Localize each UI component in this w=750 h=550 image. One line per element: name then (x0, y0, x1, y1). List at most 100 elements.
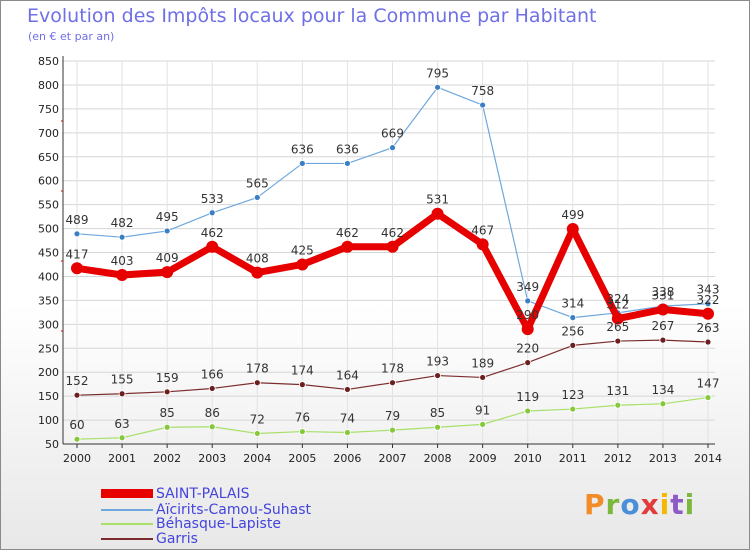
data-point-saint-palais (702, 307, 714, 320)
y-tick-label: 50 (45, 438, 59, 451)
series-group (71, 83, 714, 443)
data-point-saint-palais (566, 223, 579, 236)
data-label-saint-palais: 312 (606, 298, 629, 312)
legend-swatch-behasque-lapiste (101, 523, 153, 525)
data-label-saint-palais: 409 (156, 251, 179, 265)
data-label-garris: 152 (66, 374, 89, 388)
legend-label: Béhasque-Lapiste (156, 516, 281, 532)
x-tick-label: 2004 (243, 452, 271, 465)
data-label-aicirits-camou-suhast: 533 (201, 192, 224, 206)
data-point-saint-palais (521, 323, 534, 336)
data-label-garris: 174 (291, 364, 314, 378)
x-tick-label: 2012 (604, 452, 632, 465)
legend-swatch-garris (101, 538, 153, 540)
logo-letter: x (640, 488, 660, 521)
data-label-saint-palais: 403 (111, 254, 134, 268)
data-point-garris (434, 372, 441, 379)
data-point-saint-palais (656, 303, 669, 316)
data-point-aicirits-camou-suhast (569, 314, 577, 322)
y-tick-label: 550 (38, 199, 59, 212)
data-label-aicirits-camou-suhast: 349 (516, 280, 539, 294)
legend-label: SAINT-PALAIS (156, 486, 250, 502)
data-point-aicirits-camou-suhast (524, 297, 532, 305)
x-tick-label: 2005 (288, 452, 316, 465)
x-tick-label: 2003 (198, 452, 226, 465)
x-tick-label: 2013 (649, 452, 677, 465)
data-label-behasque-lapiste: 72 (250, 412, 265, 426)
data-point-aicirits-camou-suhast (298, 160, 306, 167)
data-point-aicirits-camou-suhast (118, 233, 126, 241)
y-tick-label: 850 (38, 55, 59, 68)
legend-swatch-saint-palais (101, 489, 153, 498)
data-point-saint-palais (611, 312, 624, 325)
data-point-saint-palais (206, 240, 219, 253)
x-tick-label: 2010 (514, 452, 542, 465)
data-label-behasque-lapiste: 74 (340, 412, 355, 426)
data-label-aicirits-camou-suhast: 669 (381, 127, 404, 141)
legend-swatch-aicirits-camou-suhast (101, 509, 153, 511)
data-label-garris: 193 (426, 355, 449, 369)
data-point-garris (389, 379, 396, 387)
data-label-aicirits-camou-suhast: 482 (111, 216, 134, 230)
x-tick-label: 2002 (153, 452, 181, 465)
data-label-aicirits-camou-suhast: 489 (66, 213, 89, 227)
data-label-aicirits-camou-suhast: 565 (246, 176, 269, 190)
data-point-garris (163, 388, 171, 396)
data-point-garris (118, 390, 126, 398)
data-label-aicirits-camou-suhast: 324 (606, 292, 629, 306)
y-tick-label: 700 (38, 127, 59, 140)
x-tick-label: 2006 (333, 452, 361, 465)
y-tick-label: 500 (38, 223, 59, 236)
data-point-behasque-lapiste (118, 434, 126, 442)
data-point-aicirits-camou-suhast (73, 230, 81, 238)
y-tick-label: 600 (38, 175, 59, 188)
data-point-behasque-lapiste (73, 435, 81, 443)
data-label-behasque-lapiste: 76 (295, 411, 310, 425)
data-point-saint-palais (476, 238, 489, 251)
y-tick-label: 200 (38, 366, 59, 379)
data-label-garris: 159 (156, 371, 179, 385)
data-point-garris (569, 341, 577, 349)
data-label-aicirits-camou-suhast: 636 (291, 142, 314, 156)
data-label-garris: 220 (516, 342, 539, 356)
data-point-saint-palais (386, 240, 399, 253)
data-label-garris: 164 (336, 368, 359, 382)
data-point-garris (479, 374, 487, 381)
data-point-saint-palais (431, 207, 444, 220)
y-tick-label: 800 (38, 79, 59, 92)
logo-letter: t (670, 488, 685, 521)
y-tick-label: 250 (38, 342, 59, 355)
data-label-saint-palais: 322 (697, 293, 720, 307)
axes (61, 56, 715, 445)
logo-letter: o (620, 488, 641, 521)
legend-label: Aïcirits-Camou-Suhast (156, 502, 312, 518)
data-label-saint-palais: 467 (471, 223, 494, 237)
x-axis-ticks: 2000 2001 2002 2003 2004 2005 2006 2007 2008 2009… (63, 444, 722, 465)
data-point-aicirits-camou-suhast (704, 300, 712, 308)
data-label-garris: 178 (381, 362, 404, 376)
data-label-saint-palais: 290 (516, 308, 539, 322)
data-label-aicirits-camou-suhast: 495 (156, 210, 179, 224)
data-point-garris (344, 386, 351, 393)
data-point-saint-palais (161, 266, 174, 279)
data-point-garris (614, 337, 622, 345)
data-label-behasque-lapiste: 134 (651, 383, 674, 397)
x-tick-label: 2011 (559, 452, 587, 465)
y-axis-ticks: 50 100 150 200 250 300 350 400 450 500 550 600 650 70… (38, 55, 59, 451)
data-label-saint-palais: 531 (426, 193, 449, 207)
proxiti-logo: Proxiti (584, 488, 695, 521)
data-point-behasque-lapiste (614, 401, 622, 409)
data-label-saint-palais: 425 (291, 243, 314, 257)
data-point-aicirits-camou-suhast (389, 144, 396, 152)
logo-letter: P (584, 488, 606, 521)
data-point-saint-palais (251, 266, 264, 279)
data-label-behasque-lapiste: 79 (385, 409, 400, 423)
data-label-behasque-lapiste: 85 (430, 406, 445, 420)
data-label-garris: 265 (606, 320, 629, 334)
data-point-behasque-lapiste (569, 405, 577, 413)
x-tick-label: 2000 (63, 452, 91, 465)
data-point-behasque-lapiste (434, 423, 441, 431)
data-label-aicirits-camou-suhast: 338 (651, 285, 674, 299)
data-label-aicirits-camou-suhast: 795 (426, 66, 449, 80)
